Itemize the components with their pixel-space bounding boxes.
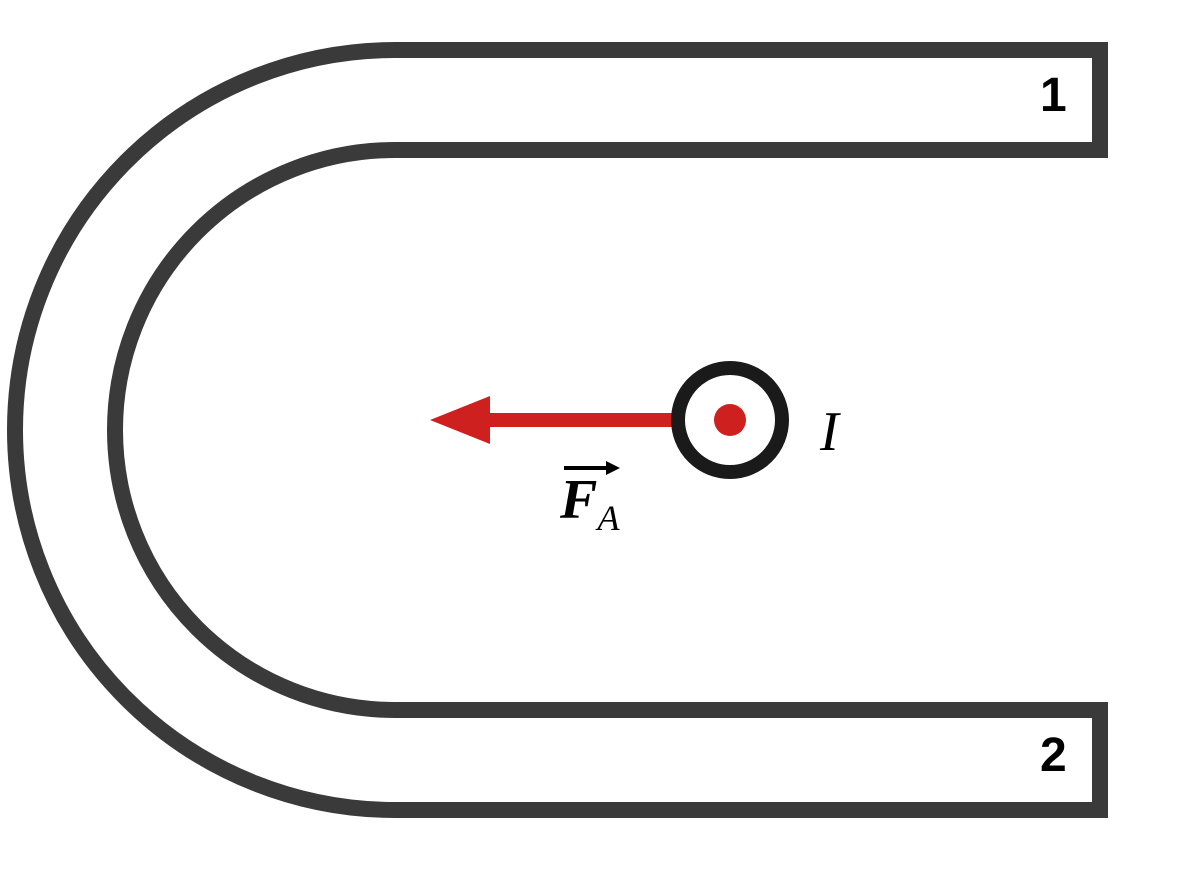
pole-label-1: 1 [1040,68,1067,123]
vector-arrow-icon [562,456,622,476]
current-label: I [820,400,839,464]
diagram-canvas: 1 2 I FA [0,0,1177,876]
pole-label-2: 2 [1040,728,1067,783]
current-out-of-page-icon [0,0,1177,876]
force-label: FA [560,468,620,539]
